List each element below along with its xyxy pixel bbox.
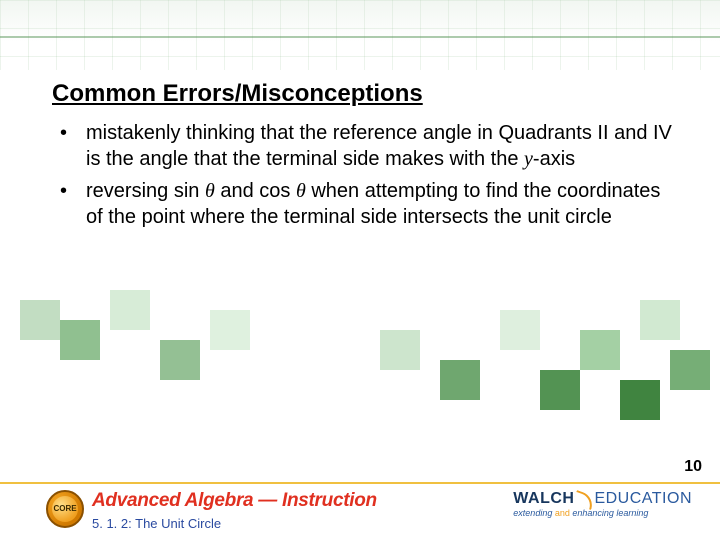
bullet-text: reversing sin (86, 180, 205, 202)
footer-bar: CORE Advanced Algebra — Instruction 5. 1… (0, 482, 720, 540)
bullet-text: -axis (533, 148, 575, 170)
slide-content: Common Errors/Misconceptions mistakenly … (52, 80, 680, 236)
theta-symbol: θ (205, 180, 215, 202)
mid-decor-squares (0, 270, 720, 450)
section-reference: 5. 1. 2: The Unit Circle (92, 516, 221, 531)
bullet-item: mistakenly thinking that the reference a… (52, 120, 680, 172)
tagline-part: enhancing learning (572, 508, 648, 518)
tagline-and: and (552, 508, 572, 518)
bullet-list: mistakenly thinking that the reference a… (52, 120, 680, 230)
brand-title: Advanced Algebra — Instruction (92, 490, 377, 512)
core-badge-icon: CORE (46, 490, 84, 528)
slide-title: Common Errors/Misconceptions (52, 80, 680, 108)
badge-text: CORE (46, 490, 84, 528)
italic-y: y (524, 148, 533, 170)
top-decor-grid (0, 0, 720, 70)
page-number: 10 (684, 458, 702, 476)
bullet-text: and cos (215, 180, 296, 202)
bullet-item: reversing sin θ and cos θ when attemptin… (52, 178, 680, 230)
theta-symbol: θ (296, 180, 306, 202)
publisher-text: WALCH (513, 490, 574, 507)
publisher-tagline: extending and enhancing learning (513, 508, 692, 518)
bullet-text: mistakenly thinking that the reference a… (86, 122, 672, 170)
publisher-name: WALCH EDUCATION (513, 490, 692, 508)
publisher-block: WALCH EDUCATION extending and enhancing l… (513, 490, 692, 518)
publisher-edu: EDUCATION (594, 490, 692, 507)
tagline-part: extending (513, 508, 552, 518)
swoosh-icon (574, 491, 594, 507)
